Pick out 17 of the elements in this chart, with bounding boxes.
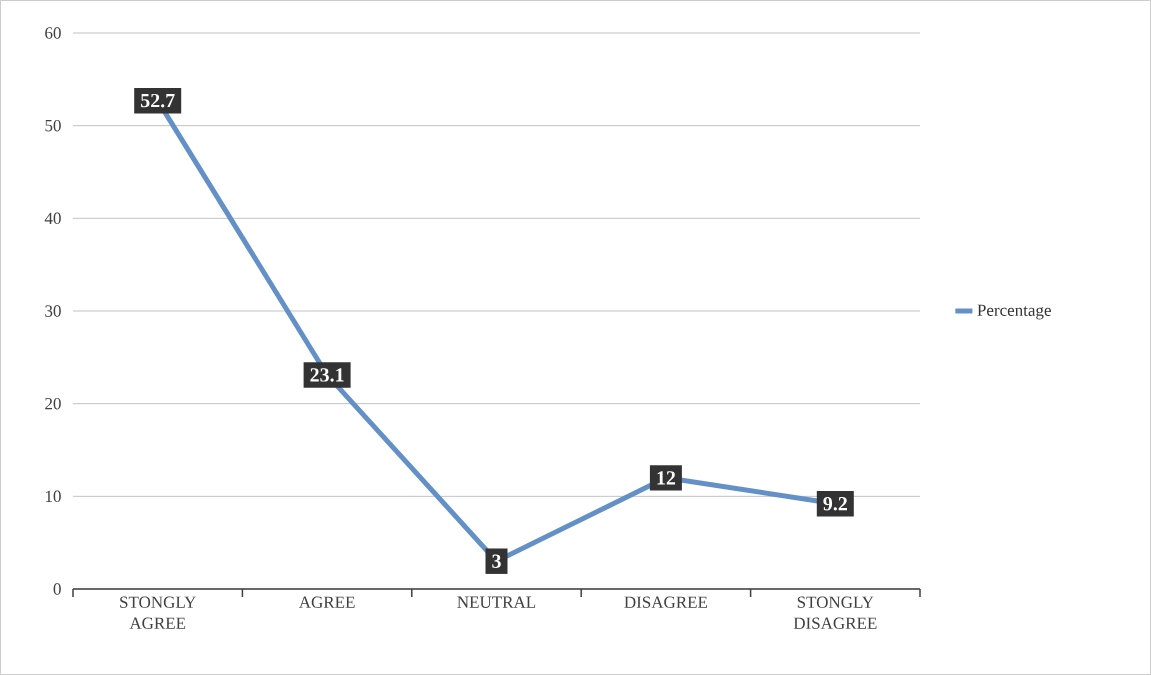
y-tick-label: 0 (53, 583, 61, 595)
legend-label: Percentage (977, 304, 1051, 320)
data-label: 52.7 (141, 93, 175, 108)
x-tick-label: DISAGREE (624, 596, 708, 608)
x-tick-label: STONGLY AGREE (120, 596, 196, 629)
y-tick-label: 10 (45, 490, 61, 503)
x-tick-label: NEUTRAL (457, 596, 536, 608)
y-tick-label: 20 (45, 397, 61, 410)
data-label: 3 (492, 554, 501, 568)
x-tick-label: AGREE (298, 596, 355, 608)
y-tick-label: 50 (45, 119, 61, 132)
data-label: 12 (657, 471, 676, 485)
data-label: 23.1 (310, 368, 344, 382)
y-tick-label: 60 (45, 27, 61, 39)
x-tick-label: STONGLY DISAGREE (793, 596, 877, 629)
y-tick-label: 40 (44, 212, 61, 225)
y-tick-label: 30 (45, 305, 61, 317)
